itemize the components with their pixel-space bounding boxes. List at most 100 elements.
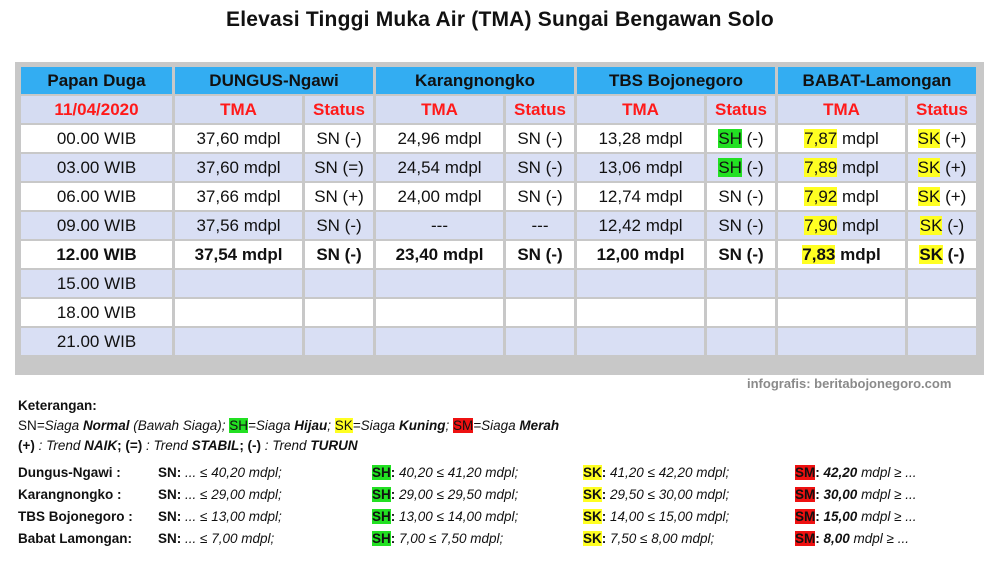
header-papan-duga: Papan Duga bbox=[21, 67, 172, 94]
credit-text: infografis: beritabojonegoro.com bbox=[747, 376, 952, 391]
status-cell: SN (-) bbox=[506, 125, 574, 152]
threshold-sm: SM: 30,00 mdpl ≥ ... bbox=[795, 487, 917, 502]
header-karangnongko: Karangnongko bbox=[376, 67, 574, 94]
status-cell bbox=[506, 270, 574, 297]
threshold-sk: SK: 14,00 ≤ 15,00 mdpl; bbox=[583, 509, 730, 524]
threshold-sh: SH: 7,00 ≤ 7,50 mdpl; bbox=[372, 531, 504, 546]
tma-cell bbox=[376, 328, 503, 355]
threshold-sm: SM: 15,00 mdpl ≥ ... bbox=[795, 509, 917, 524]
yellow-badge: SK bbox=[334, 418, 353, 433]
threshold-sk: SK: 7,50 ≤ 8,00 mdpl; bbox=[583, 531, 715, 546]
table-row: 09.00 WIB 37,56 mdpl SN (-) --- --- 12,42 mdp… bbox=[21, 212, 976, 239]
status-cell: SN (-) bbox=[506, 183, 574, 210]
status-cell: SN (-) bbox=[506, 241, 574, 268]
tma-cell: 24,00 mdpl bbox=[376, 183, 503, 210]
header-row: Papan Duga DUNGUS-Ngawi Karangnongko TBS… bbox=[21, 67, 976, 94]
table-row: 15.00 WIB bbox=[21, 270, 976, 297]
threshold-sm: SM: 42,20 mdpl ≥ ... bbox=[795, 465, 917, 480]
status-label: Status bbox=[506, 96, 574, 123]
time-cell: 09.00 WIB bbox=[21, 212, 172, 239]
tma-cell: 7,83 mdpl bbox=[778, 241, 905, 268]
tma-cell: 7,92 mdpl bbox=[778, 183, 905, 210]
status-cell: --- bbox=[506, 212, 574, 239]
tma-cell bbox=[778, 270, 905, 297]
threshold-sk: SK: 29,50 ≤ 30,00 mdpl; bbox=[583, 487, 730, 502]
tma-cell: 12,42 mdpl bbox=[577, 212, 704, 239]
tma-label: TMA bbox=[175, 96, 302, 123]
status-cell: SK (+) bbox=[908, 125, 976, 152]
table-row: 06.00 WIB 37,66 mdpl SN (+) 24,00 mdpl SN (-… bbox=[21, 183, 976, 210]
page-title: Elevasi Tinggi Muka Air (TMA) Sungai Ben… bbox=[226, 8, 774, 31]
legend-status-line: SN=Siaga Normal (Bawah Siaga); SH=Siaga … bbox=[18, 418, 560, 433]
header-tbs-bojonegoro: TBS Bojonegoro bbox=[577, 67, 775, 94]
status-cell: SK (+) bbox=[908, 154, 976, 181]
status-cell: SN (-) bbox=[707, 183, 775, 210]
tma-cell: 37,60 mdpl bbox=[175, 125, 302, 152]
threshold-station: Babat Lamongan: bbox=[18, 531, 133, 546]
status-cell bbox=[506, 299, 574, 326]
status-label: Status bbox=[305, 96, 373, 123]
tma-cell: --- bbox=[376, 212, 503, 239]
tma-cell: 24,96 mdpl bbox=[376, 125, 503, 152]
time-cell: 00.00 WIB bbox=[21, 125, 172, 152]
time-cell: 18.00 WIB bbox=[21, 299, 172, 326]
tma-cell: 7,89 mdpl bbox=[778, 154, 905, 181]
status-cell bbox=[305, 328, 373, 355]
table-row: 03.00 WIB 37,60 mdpl SN (=) 24,54 mdpl SN (-… bbox=[21, 154, 976, 181]
status-cell: SK (-) bbox=[908, 241, 976, 268]
red-badge: SM bbox=[452, 418, 474, 433]
status-cell: SN (-) bbox=[305, 241, 373, 268]
tma-cell bbox=[778, 299, 905, 326]
status-cell: SK (-) bbox=[908, 212, 976, 239]
header-dungus: DUNGUS-Ngawi bbox=[175, 67, 373, 94]
time-cell: 03.00 WIB bbox=[21, 154, 172, 181]
tma-cell: 37,54 mdpl bbox=[175, 241, 302, 268]
threshold-station: Dungus-Ngawi : bbox=[18, 465, 121, 480]
tma-cell bbox=[376, 270, 503, 297]
threshold-sm: SM: 8,00 mdpl ≥ ... bbox=[795, 531, 909, 546]
tma-cell: 13,28 mdpl bbox=[577, 125, 704, 152]
status-cell bbox=[707, 299, 775, 326]
tma-cell bbox=[175, 270, 302, 297]
legend-trend-line: (+) : Trend NAIK; (=) : Trend STABIL; (-… bbox=[18, 438, 358, 453]
threshold-sn: SN: ... ≤ 40,20 mdpl; bbox=[158, 465, 282, 480]
tma-label: TMA bbox=[778, 96, 905, 123]
threshold-sn: SN: ... ≤ 13,00 mdpl; bbox=[158, 509, 282, 524]
tma-cell: 37,56 mdpl bbox=[175, 212, 302, 239]
threshold-sh: SH: 29,00 ≤ 29,50 mdpl; bbox=[372, 487, 519, 502]
status-cell: SN (=) bbox=[305, 154, 373, 181]
tma-cell: 37,60 mdpl bbox=[175, 154, 302, 181]
threshold-sh: SH: 13,00 ≤ 14,00 mdpl; bbox=[372, 509, 519, 524]
threshold-station: TBS Bojonegoro : bbox=[18, 509, 133, 524]
status-label: Status bbox=[908, 96, 976, 123]
tma-cell: 7,90 mdpl bbox=[778, 212, 905, 239]
tma-cell bbox=[577, 270, 704, 297]
date-cell: 11/04/2020 bbox=[21, 96, 172, 123]
status-cell: SN (-) bbox=[506, 154, 574, 181]
status-cell: SN (+) bbox=[305, 183, 373, 210]
tma-cell: 12,74 mdpl bbox=[577, 183, 704, 210]
status-cell bbox=[305, 270, 373, 297]
table-row: 18.00 WIB bbox=[21, 299, 976, 326]
tma-cell: 7,87 mdpl bbox=[778, 125, 905, 152]
tma-cell: 12,00 mdpl bbox=[577, 241, 704, 268]
tma-cell bbox=[376, 299, 503, 326]
tma-cell: 24,54 mdpl bbox=[376, 154, 503, 181]
tma-cell bbox=[175, 328, 302, 355]
status-cell: SN (-) bbox=[305, 125, 373, 152]
tma-cell bbox=[778, 328, 905, 355]
status-cell bbox=[908, 270, 976, 297]
status-cell bbox=[707, 270, 775, 297]
status-cell: SH (-) bbox=[707, 154, 775, 181]
tma-label: TMA bbox=[376, 96, 503, 123]
status-cell: SN (-) bbox=[707, 212, 775, 239]
status-cell bbox=[908, 299, 976, 326]
tma-cell: 37,66 mdpl bbox=[175, 183, 302, 210]
status-cell bbox=[908, 328, 976, 355]
tma-cell bbox=[577, 299, 704, 326]
tma-cell bbox=[577, 328, 704, 355]
legend-heading: Keterangan: bbox=[18, 398, 97, 413]
green-badge: SH bbox=[229, 418, 249, 433]
tma-label: TMA bbox=[577, 96, 704, 123]
threshold-sn: SN: ... ≤ 7,00 mdpl; bbox=[158, 531, 275, 546]
